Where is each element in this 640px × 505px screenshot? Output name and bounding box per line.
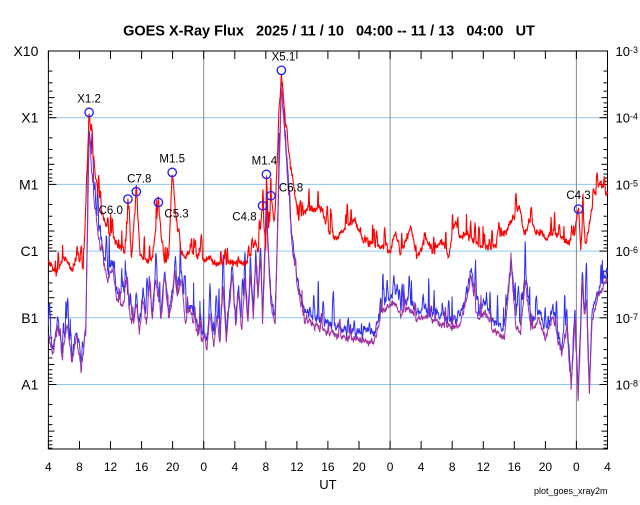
svg-text:12: 12 <box>290 460 304 474</box>
svg-text:plot_goes_xray2m: plot_goes_xray2m <box>534 486 608 496</box>
svg-text:16: 16 <box>321 460 335 474</box>
svg-text:8: 8 <box>262 460 269 474</box>
svg-text:M1: M1 <box>19 176 39 192</box>
svg-text:C4.3: C4.3 <box>566 190 590 202</box>
svg-text:X10: X10 <box>13 43 38 59</box>
svg-text:4: 4 <box>418 460 425 474</box>
svg-text:X1.2: X1.2 <box>77 93 101 105</box>
svg-text:M1.5: M1.5 <box>159 153 185 165</box>
svg-text:X5.1: X5.1 <box>272 51 296 63</box>
svg-text:0: 0 <box>573 460 580 474</box>
svg-text:C5.3: C5.3 <box>164 208 188 220</box>
svg-text:12: 12 <box>477 460 491 474</box>
svg-text:4: 4 <box>604 460 611 474</box>
svg-text:20: 20 <box>166 460 180 474</box>
svg-text:C6.8: C6.8 <box>279 183 303 195</box>
svg-text:16: 16 <box>135 460 149 474</box>
svg-text:4: 4 <box>231 460 238 474</box>
svg-text:C6.0: C6.0 <box>99 205 123 217</box>
svg-text:C4.8: C4.8 <box>232 212 256 224</box>
svg-text:8: 8 <box>449 460 456 474</box>
svg-text:X1: X1 <box>21 110 38 126</box>
svg-text:16: 16 <box>508 460 522 474</box>
svg-text:20: 20 <box>352 460 366 474</box>
svg-text:20: 20 <box>539 460 553 474</box>
svg-text:C1: C1 <box>20 243 38 259</box>
svg-text:8: 8 <box>76 460 83 474</box>
svg-text:A1: A1 <box>21 377 38 393</box>
svg-text:4: 4 <box>45 460 52 474</box>
svg-text:0: 0 <box>387 460 394 474</box>
svg-text:0: 0 <box>200 460 207 474</box>
svg-text:UT: UT <box>319 477 336 492</box>
svg-text:C7.8: C7.8 <box>127 174 151 186</box>
svg-text:12: 12 <box>104 460 118 474</box>
svg-text:GOES X-Ray Flux 2025 / 11 /: GOES X-Ray Flux 2025 / 11 / 10 04:00 -- … <box>123 24 535 40</box>
svg-text:B1: B1 <box>21 310 38 326</box>
svg-text:M1.4: M1.4 <box>252 155 278 167</box>
